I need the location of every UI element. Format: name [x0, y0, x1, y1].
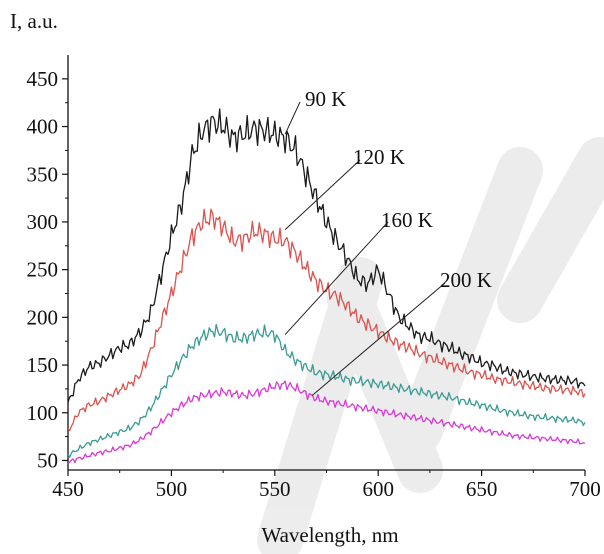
x-tick-label: 500: [156, 477, 188, 501]
y-axis-title: I, a.u.: [10, 9, 58, 33]
y-tick-label: 100: [27, 401, 59, 425]
series-line-160k: [67, 323, 586, 458]
x-axis-title: Wavelength, nm: [261, 523, 398, 547]
x-tick-label: 450: [52, 477, 84, 501]
y-tick-label: 250: [27, 258, 59, 282]
series-group: [67, 108, 586, 465]
annotation-label: 160 K: [381, 208, 433, 232]
annotation-label: 90 K: [305, 87, 346, 111]
y-tick-label: 450: [27, 67, 59, 91]
y-tick-label: 300: [27, 210, 59, 234]
annotation-leader: [284, 159, 361, 230]
annotation-leader: [284, 101, 301, 135]
y-tick-label: 400: [27, 115, 59, 139]
annotations: 90 K 120 K 160 K 200 K: [284, 87, 492, 396]
watermark: [257, 137, 604, 554]
annotation-leader: [284, 221, 389, 335]
series-line-90k: [67, 108, 586, 403]
x-tick-label: 600: [362, 477, 394, 501]
y-tick-label: 150: [27, 353, 59, 377]
series-line-120k: [67, 208, 586, 432]
x-tick-label: 550: [259, 477, 291, 501]
x-tick-label: 700: [569, 477, 601, 501]
series-line-200k: [67, 380, 586, 465]
annotation-label: 120 K: [353, 145, 405, 169]
y-tick-label: 50: [37, 448, 58, 472]
x-tick-label: 650: [466, 477, 498, 501]
y-tick-label: 350: [27, 162, 59, 186]
annotation-label: 200 K: [440, 268, 492, 292]
y-tick-label: 200: [27, 305, 59, 329]
axes: 450 500 550 600 650 700 50 100 150 200 250 300 350 40…: [27, 55, 601, 501]
annotation-leader: [311, 282, 446, 396]
